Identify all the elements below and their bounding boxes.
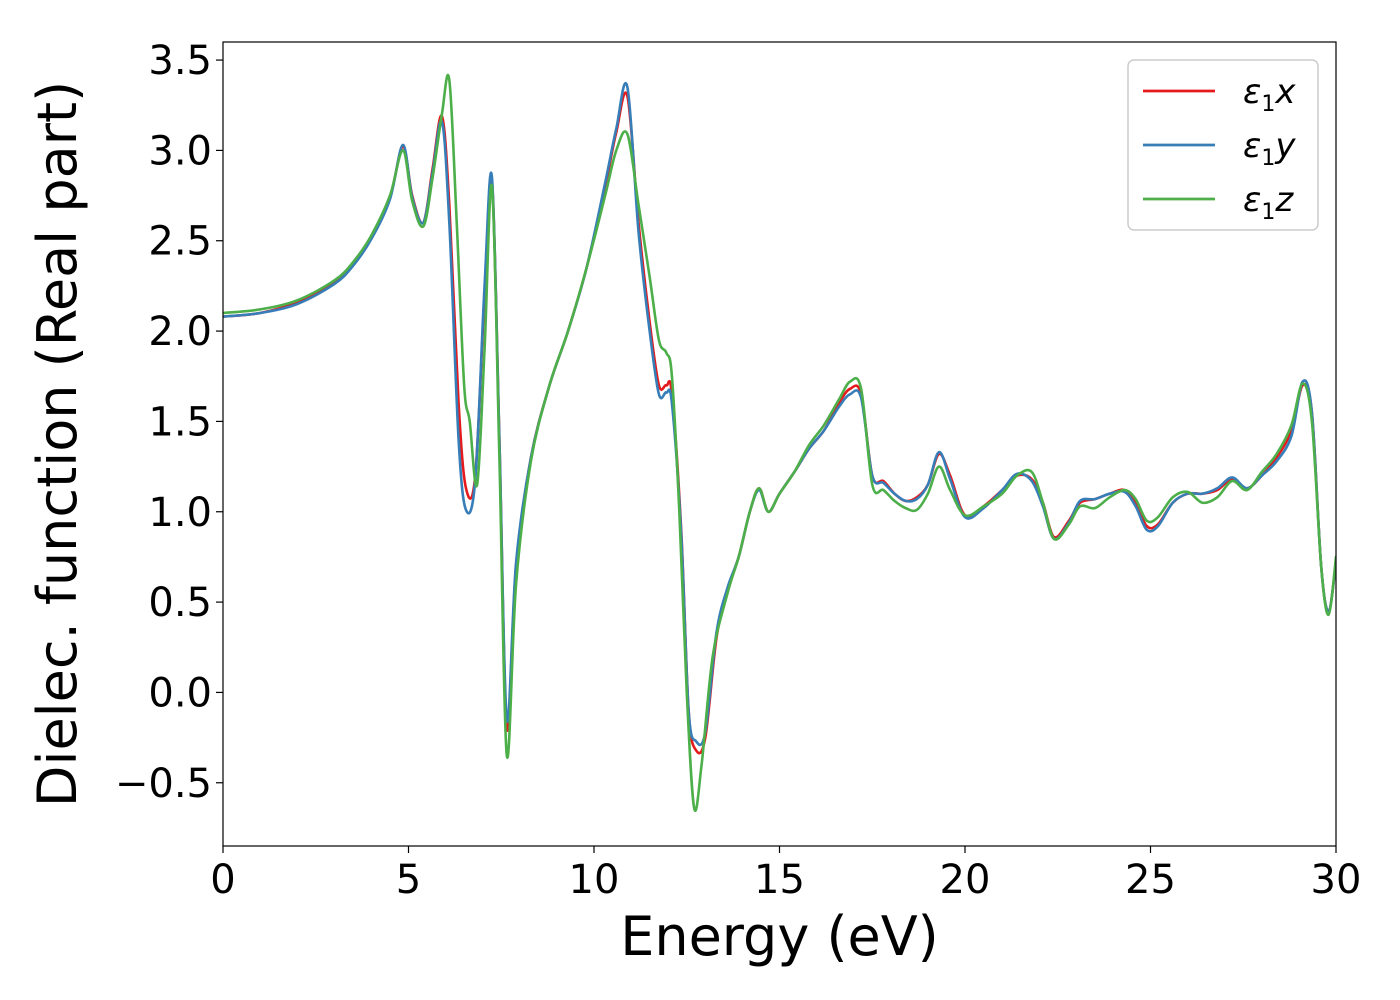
legend-box (1127, 59, 1319, 231)
y-tick-label: 3.0 (148, 128, 212, 174)
series-layer (223, 73, 1336, 812)
x-tick-label: 5 (396, 857, 421, 903)
x-axis-title: Energy (eV) (620, 905, 939, 968)
y-tick-label: 0.5 (148, 580, 212, 626)
y-axis-ticks: −0.5 0.0 0.5 1.0 1.5 2.0 2.5 3.0 3.5 (115, 38, 223, 807)
x-tick-label: 0 (210, 857, 235, 903)
y-tick-label: 1.0 (148, 490, 212, 536)
x-tick-label: 20 (940, 857, 991, 903)
x-axis-ticks: 0 5 10 15 20 25 30 (210, 846, 1361, 903)
x-tick-label: 10 (569, 857, 620, 903)
y-tick-label: 3.5 (148, 38, 212, 84)
legend: ε1x ε1y ε1z (1127, 59, 1319, 231)
legend-label-y: ε1y (1243, 126, 1296, 171)
y-tick-label: 0.0 (148, 670, 212, 716)
legend-label-z: ε1z (1243, 180, 1294, 225)
series-line-z (223, 73, 1336, 812)
x-tick-label: 15 (754, 857, 805, 903)
y-tick-label: 1.5 (148, 399, 212, 445)
y-tick-label: 2.0 (148, 309, 212, 355)
y-tick-label: 2.5 (148, 219, 212, 265)
x-tick-label: 25 (1125, 857, 1176, 903)
y-axis-title: Dielec. function (Real part) (26, 81, 89, 807)
x-tick-label: 30 (1311, 857, 1362, 903)
y-tick-label: −0.5 (115, 761, 212, 807)
legend-label-x: ε1x (1243, 72, 1296, 117)
